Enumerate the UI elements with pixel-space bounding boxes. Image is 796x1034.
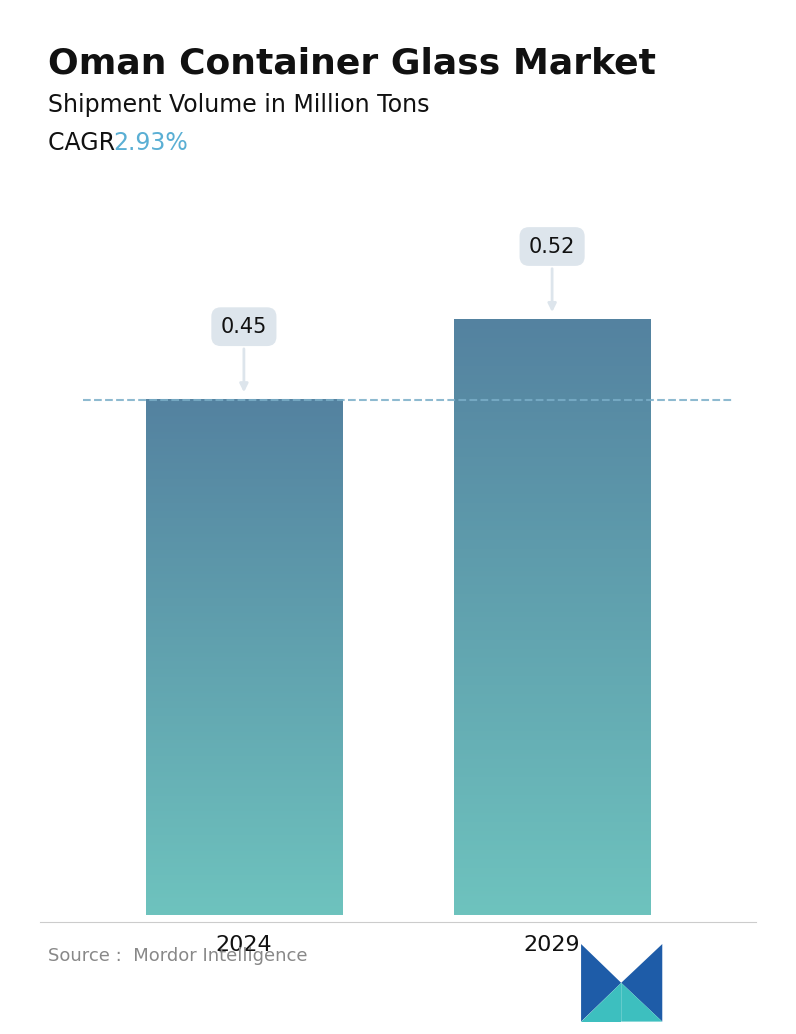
Polygon shape — [581, 944, 621, 1022]
Text: 0.45: 0.45 — [220, 316, 267, 389]
Text: 0.52: 0.52 — [529, 237, 576, 309]
Text: Shipment Volume in Million Tons: Shipment Volume in Million Tons — [48, 93, 429, 117]
Polygon shape — [621, 944, 662, 1022]
Polygon shape — [581, 982, 621, 1022]
Polygon shape — [621, 982, 662, 1022]
Text: CAGR: CAGR — [48, 131, 123, 155]
Text: 2.93%: 2.93% — [113, 131, 188, 155]
Text: Oman Container Glass Market: Oman Container Glass Market — [48, 47, 656, 81]
Text: Source :  Mordor Intelligence: Source : Mordor Intelligence — [48, 947, 307, 966]
